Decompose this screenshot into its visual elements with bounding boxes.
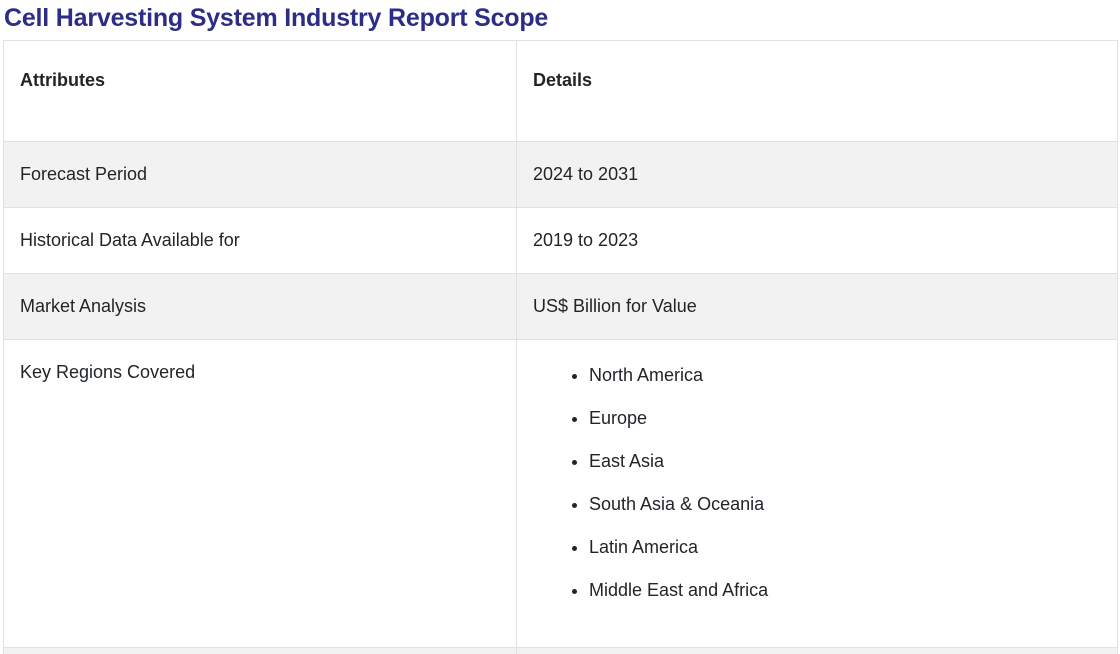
region-list-item: South Asia & Oceania — [589, 492, 1101, 517]
table-row-key-regions: Key Regions Covered North America Europe… — [3, 339, 1118, 648]
region-list-item: Latin America — [589, 535, 1101, 560]
detail-cell: North America Europe East Asia South Asi… — [516, 339, 1118, 648]
detail-cell: US$ Billion for Value — [516, 273, 1118, 340]
attribute-cell: Forecast Period — [3, 141, 517, 208]
table-row-forecast-period: Forecast Period 2024 to 2031 — [3, 141, 1118, 208]
region-list-item: East Asia — [589, 449, 1101, 474]
attribute-cell: Key Regions Covered — [3, 339, 517, 648]
region-list: North America Europe East Asia South Asi… — [533, 363, 1101, 603]
table-row-historical-data: Historical Data Available for 2019 to 20… — [3, 207, 1118, 274]
table-row-market-analysis: Market Analysis US$ Billion for Value — [3, 273, 1118, 340]
table-row-partially-visible — [3, 647, 1118, 654]
region-list-item: Europe — [589, 406, 1101, 431]
attribute-cell: Market Analysis — [3, 273, 517, 340]
table-header-row: Attributes Details — [3, 40, 1118, 142]
detail-cell — [516, 647, 1118, 654]
page-title: Cell Harvesting System Industry Report S… — [4, 4, 549, 32]
detail-cell: 2019 to 2023 — [516, 207, 1118, 274]
attribute-cell: Historical Data Available for — [3, 207, 517, 274]
region-list-item: Middle East and Africa — [589, 578, 1101, 603]
region-list-item: North America — [589, 363, 1101, 388]
detail-cell: 2024 to 2031 — [516, 141, 1118, 208]
column-header-details: Details — [516, 40, 1118, 142]
attribute-cell — [3, 647, 517, 654]
column-header-attributes: Attributes — [3, 40, 517, 142]
report-scope-table: Attributes Details Forecast Period 2024 … — [3, 40, 1118, 654]
